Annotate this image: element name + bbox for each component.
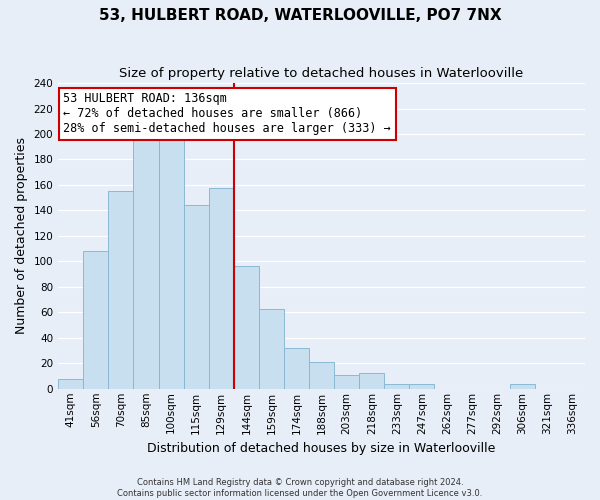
Bar xyxy=(385,384,409,389)
Bar xyxy=(83,251,109,389)
Bar xyxy=(309,362,334,389)
Bar xyxy=(184,206,209,389)
Bar xyxy=(209,188,234,389)
Bar xyxy=(510,384,535,389)
Bar xyxy=(409,384,434,389)
Bar xyxy=(234,266,259,389)
Y-axis label: Number of detached properties: Number of detached properties xyxy=(15,138,28,334)
Bar xyxy=(359,374,385,389)
Bar xyxy=(334,375,359,389)
Bar xyxy=(133,140,158,389)
Bar xyxy=(158,140,184,389)
Bar xyxy=(109,192,133,389)
Bar xyxy=(284,348,309,389)
Text: 53 HULBERT ROAD: 136sqm
← 72% of detached houses are smaller (866)
28% of semi-d: 53 HULBERT ROAD: 136sqm ← 72% of detache… xyxy=(64,92,391,135)
Text: Contains HM Land Registry data © Crown copyright and database right 2024.
Contai: Contains HM Land Registry data © Crown c… xyxy=(118,478,482,498)
X-axis label: Distribution of detached houses by size in Waterlooville: Distribution of detached houses by size … xyxy=(148,442,496,455)
Text: 53, HULBERT ROAD, WATERLOOVILLE, PO7 7NX: 53, HULBERT ROAD, WATERLOOVILLE, PO7 7NX xyxy=(98,8,502,22)
Bar xyxy=(58,378,83,389)
Title: Size of property relative to detached houses in Waterlooville: Size of property relative to detached ho… xyxy=(119,68,524,80)
Bar xyxy=(259,308,284,389)
